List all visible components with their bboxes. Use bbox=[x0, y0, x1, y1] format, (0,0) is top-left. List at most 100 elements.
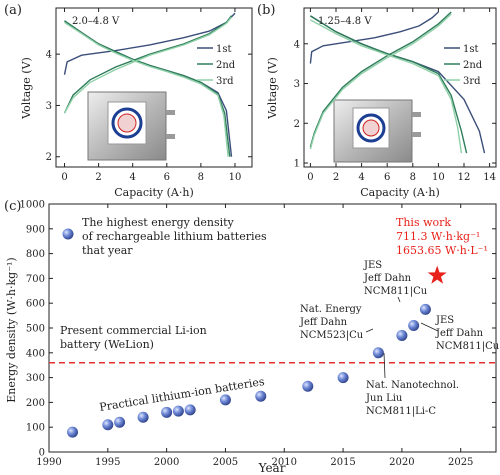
data-point bbox=[302, 380, 314, 392]
nat-nano-author: Jun Liu bbox=[365, 393, 403, 404]
panel-a-frame bbox=[55, 7, 253, 168]
panel-a-xtick-label: 2 bbox=[95, 172, 101, 183]
panel-c-points bbox=[67, 265, 447, 438]
panel-b-xtick-label: 2 bbox=[333, 172, 339, 183]
this-work-label: This work bbox=[396, 216, 451, 229]
jes-2021-chem: NCM811|Cu bbox=[436, 341, 500, 352]
panel-c-xtick-label: 1995 bbox=[95, 457, 120, 468]
panel-a-lines bbox=[63, 12, 236, 157]
nat-energy-author: Jeff Dahn bbox=[299, 317, 348, 328]
panel-b-xtick-label: 12 bbox=[458, 172, 471, 183]
panel-b-ytick-label: 4 bbox=[294, 39, 300, 50]
panel-c-ticks: 1990 1995 2000 2005 2010 2015 2020 2025 0 100 200 3… bbox=[20, 200, 496, 468]
panel-b-label: (b) bbox=[257, 3, 275, 18]
panel-a-xtick-label: 8 bbox=[198, 172, 204, 183]
jes-2022-author: Jeff Dahn bbox=[363, 273, 412, 284]
panel-a-ytick-label: 3 bbox=[46, 101, 52, 112]
panel-c-xtick-label: 2025 bbox=[448, 457, 473, 468]
panel-c-ytick-label: 900 bbox=[26, 224, 45, 235]
panel-b-xlabel: Capacity (A·h) bbox=[360, 186, 440, 199]
legend-line-1: The highest energy density bbox=[82, 216, 235, 229]
panel-b-legend-2nd: 2nd bbox=[463, 60, 483, 71]
panel-a-3rd-charge-line bbox=[63, 16, 233, 114]
panel-c-xtick-label: 1990 bbox=[36, 457, 61, 468]
panel-a-legend-2nd: 2nd bbox=[216, 60, 236, 71]
panel-c-ytick-label: 700 bbox=[26, 274, 45, 285]
panel-c-xtick-label: 2005 bbox=[213, 457, 238, 468]
panel-b-xtick-label: 6 bbox=[384, 172, 390, 183]
legend-line-2: of rechargeable lithium batteries bbox=[82, 230, 267, 243]
panel-c-xtick-label: 2000 bbox=[154, 457, 179, 468]
panel-a-xtick-label: 6 bbox=[164, 172, 170, 183]
nat-nano-chem: NCM811|Li-C bbox=[366, 406, 436, 417]
this-work-gravimetric: 711.3 W·h·kg⁻¹ bbox=[396, 230, 480, 243]
panel-c-label: (c) bbox=[4, 199, 21, 214]
panel-b-xtick-label: 4 bbox=[358, 172, 364, 183]
legend-line-3: that year bbox=[82, 244, 133, 257]
jes-2022-journal: JES bbox=[363, 260, 382, 271]
data-point bbox=[114, 416, 126, 428]
this-work-star bbox=[427, 265, 447, 284]
panel-b-xtick-label: 14 bbox=[483, 172, 496, 183]
panel-b-xtick-label: 8 bbox=[410, 172, 416, 183]
data-point bbox=[419, 303, 431, 315]
panel-c-ytick-label: 800 bbox=[26, 249, 45, 260]
panel-a-ylabel: Voltage (V) bbox=[20, 57, 33, 120]
panel-b-ytick-label: 3 bbox=[294, 79, 300, 90]
panel-b-frame bbox=[303, 7, 497, 168]
panel-b-legend-1st: 1st bbox=[463, 44, 479, 55]
panel-c-plot: 1990 1995 2000 2005 2010 2015 2020 2025 0 100 200 3… bbox=[20, 200, 500, 469]
jes-2021-journal: JES bbox=[435, 315, 454, 326]
data-point bbox=[137, 411, 149, 423]
panel-c-xtick-label: 2020 bbox=[389, 457, 414, 468]
nat-energy-journal: Nat. Energy bbox=[300, 304, 362, 315]
leader-jes-2022 bbox=[397, 296, 401, 303]
data-point bbox=[255, 390, 267, 402]
panel-b-lines bbox=[309, 11, 486, 154]
panel-b-xtick-label: 0 bbox=[307, 172, 313, 183]
panel-a-battery-photo bbox=[87, 91, 175, 161]
panel-b-ytick-label: 2 bbox=[294, 119, 300, 130]
panel-b-3rd-charge-line bbox=[309, 13, 452, 150]
leader-nat-nano bbox=[383, 352, 386, 379]
this-work-volumetric: 1653.65 W·h·L⁻¹ bbox=[396, 244, 488, 257]
panel-a-3rd-discharge-line bbox=[64, 21, 229, 157]
panel-c-ylabel: Energy density (W·h·kg⁻¹) bbox=[5, 257, 18, 402]
data-point bbox=[161, 406, 173, 418]
data-point bbox=[337, 372, 349, 384]
panel-a-ytick-label: 2 bbox=[46, 152, 52, 163]
panel-a-xlabel: Capacity (A·h) bbox=[114, 186, 194, 199]
panel-b-2nd-charge-line bbox=[309, 11, 452, 148]
panel-b-ytick-label: 1 bbox=[294, 159, 300, 170]
panel-c-ytick-label: 100 bbox=[26, 423, 45, 434]
panel-c-ytick-label: 600 bbox=[26, 299, 45, 310]
panel-c-xtick-label: 2015 bbox=[330, 457, 355, 468]
data-point bbox=[408, 320, 420, 332]
panel-b-legend: 1st 2nd 3rd bbox=[444, 44, 483, 87]
panel-b-window-label: 1.25–4.8 V bbox=[318, 16, 372, 27]
panel-a-ytick-label: 4 bbox=[46, 50, 52, 61]
panel-c-ytick-label: 200 bbox=[26, 398, 45, 409]
data-point bbox=[396, 329, 408, 341]
reference-line-label-1: Present commercial Li-ion bbox=[60, 324, 207, 337]
panel-a-legend-1st: 1st bbox=[216, 44, 232, 55]
panel-b-xtick-label: 10 bbox=[432, 172, 445, 183]
panel-a-legend: 1st 2nd 3rd bbox=[197, 44, 236, 87]
legend-marker bbox=[62, 228, 74, 240]
jes-2021-author: Jeff Dahn bbox=[435, 328, 484, 339]
data-point bbox=[372, 347, 384, 359]
jes-2022-chem: NCM811|Cu bbox=[364, 286, 428, 297]
leader-jes-2021 bbox=[420, 322, 439, 332]
panel-a-xtick-label: 10 bbox=[229, 172, 242, 183]
panel-a-2nd-charge-line bbox=[63, 15, 233, 114]
panel-b-legend-3rd: 3rd bbox=[463, 76, 481, 87]
panel-c-xtick-label: 2010 bbox=[272, 457, 297, 468]
nat-nano-journal: Nat. Nanotechnol. bbox=[366, 380, 459, 391]
data-point bbox=[67, 426, 79, 438]
panel-c-xlabel: Year bbox=[258, 461, 286, 475]
